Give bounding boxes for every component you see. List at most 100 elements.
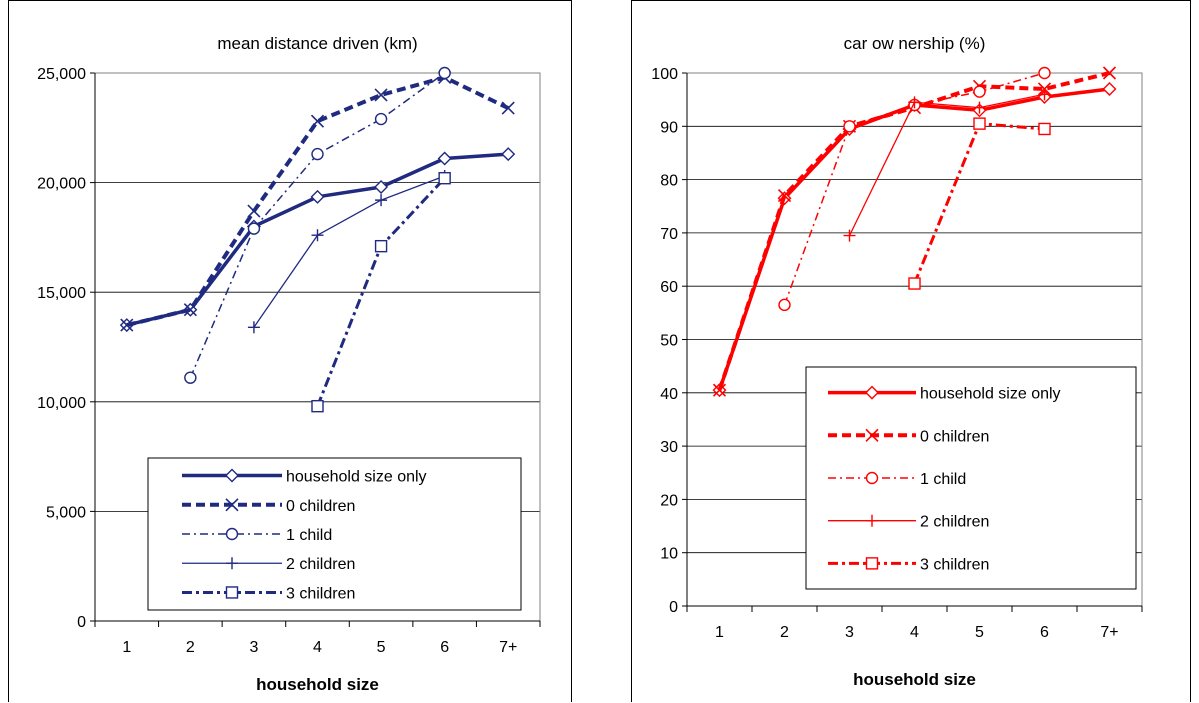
distance-point-0-children [183, 303, 197, 317]
distance-point-1-child [438, 66, 451, 80]
distance-series-1-child [184, 66, 451, 384]
ownership-legend-swatch-marker [865, 471, 879, 485]
ownership-y-tick-label: 60 [660, 279, 678, 296]
ownership-legend-label-2-children: 2 children [920, 514, 989, 531]
distance-legend-label-household-size-only: household size only [286, 469, 427, 486]
ownership-point-3-children [908, 277, 921, 290]
distance-legend-swatch-marker [225, 586, 239, 599]
ownership-x-tick-label: 1 [715, 624, 724, 641]
distance-point-3-children [438, 172, 451, 185]
ownership-point-3-children [973, 117, 986, 130]
ownership-y-tick-label: 50 [660, 333, 678, 350]
ownership-point-household-size-only [1102, 82, 1117, 96]
ownership-y-tick-label: 0 [669, 599, 678, 616]
distance-x-tick-label: 4 [313, 639, 322, 656]
distance-series-2-children [247, 170, 451, 334]
ownership-series-household-size-only [712, 82, 1117, 398]
ownership-point-3-children [1038, 122, 1051, 136]
distance-x-tick-label: 3 [249, 639, 258, 656]
distance-point-2-children [311, 229, 324, 242]
ownership-y-tick-label: 80 [660, 173, 678, 190]
ownership-chart-title: car ow nership (%) [844, 34, 986, 53]
distance-x-tick-label: 5 [377, 639, 386, 656]
ownership-y-tick-label: 90 [660, 119, 678, 136]
ownership-point-0-children [1102, 66, 1117, 80]
ownership-series-line-0-children [717, 71, 1110, 391]
ownership-series-2-children [843, 88, 1051, 242]
distance-x-tick-label: 1 [122, 639, 131, 656]
distance-y-tick-label: 15,000 [37, 285, 86, 302]
ownership-x-axis-label: household size [853, 670, 976, 689]
distance-series-line-2-children [253, 175, 445, 328]
distance-point-1-child [374, 112, 388, 126]
distance-chart-title: mean distance driven (km) [217, 34, 417, 53]
ownership-y-tick-label: 40 [660, 386, 678, 403]
ownership-point-2-children [973, 101, 986, 114]
ownership-x-tick-label: 2 [780, 624, 789, 641]
distance-point-household-size-only [437, 151, 452, 166]
distance-point-1-child [184, 371, 197, 384]
ownership-point-2-children [843, 229, 856, 242]
distance-point-0-children [310, 114, 325, 128]
distance-legend-label-2-children: 2 children [286, 556, 355, 573]
distance-y-tick-label: 5,000 [46, 504, 86, 521]
ownership-series-line-3-children [913, 122, 1045, 285]
ownership-point-1-child [1038, 66, 1051, 80]
ownership-legend-label-household-size-only: household size only [920, 386, 1061, 403]
ownership-x-tick-label: 6 [1040, 624, 1049, 641]
distance-chart-svg: mean distance driven (km) 0 5,000 10,000 15,… [37, 34, 541, 694]
distance-series-3-children [311, 172, 451, 413]
ownership-legend-label-3-children: 3 children [920, 556, 989, 573]
ownership-legend-swatch-marker [865, 385, 879, 400]
ownership-legend: household size only 0 children 1 child 2 ch… [805, 366, 1137, 590]
distance-series-line-1-child [189, 72, 446, 378]
chart-panel-distance: mean distance driven (km) 0 5,000 10,000 15,… [8, 0, 572, 702]
distance-legend-swatch-marker [225, 498, 239, 512]
ownership-legend-swatch-marker [865, 428, 879, 442]
distance-y-tick-label: 20,000 [37, 176, 86, 193]
ownership-point-1-child [973, 85, 986, 98]
distance-y-tick-label: 25,000 [37, 66, 86, 83]
ownership-point-2-children [908, 96, 921, 109]
ownership-y-tick-label: 20 [660, 492, 678, 509]
distance-point-1-child [311, 147, 324, 161]
ownership-point-1-child [778, 298, 791, 312]
distance-x-tick-label: 6 [440, 639, 449, 656]
distance-point-0-children [247, 204, 261, 218]
distance-point-0-children [120, 318, 134, 332]
ownership-legend-swatch-marker [866, 514, 878, 527]
distance-point-household-size-only [310, 189, 325, 204]
ownership-legend-swatch-marker [865, 557, 879, 570]
distance-y-tick-label: 10,000 [37, 395, 86, 412]
ownership-y-tick-label: 100 [651, 66, 678, 83]
ownership-y-tick-label: 10 [660, 546, 678, 563]
chart-panel-ownership: car ow nership (%) 0 10 20 30 40 50 60 70 80 90 100… [631, 0, 1191, 702]
ownership-y-tick-label: 30 [660, 439, 678, 456]
ownership-series-line-2-children [848, 93, 1045, 236]
distance-point-household-size-only [501, 147, 516, 162]
distance-x-axis-label: household size [256, 675, 379, 694]
distance-legend-swatch-marker [225, 468, 239, 483]
ownership-series-3-children [908, 117, 1051, 290]
ownership-legend-label-0-children: 0 children [920, 428, 989, 445]
distance-point-2-children [247, 321, 260, 334]
distance-y-tick-label: 0 [77, 614, 86, 631]
ownership-series-line-household-size-only [717, 87, 1110, 391]
ownership-x-tick-label: 5 [975, 624, 984, 641]
ownership-legend-label-1-child: 1 child [920, 471, 966, 488]
ownership-legend-box [805, 366, 1137, 590]
distance-legend-swatch-marker [225, 527, 239, 541]
distance-legend-label-3-children: 3 children [286, 585, 355, 602]
distance-point-3-children [374, 239, 388, 253]
distance-point-household-size-only [374, 179, 389, 194]
distance-point-2-children [375, 194, 388, 207]
ownership-x-tick-label: 4 [910, 624, 919, 641]
distance-point-3-children [311, 399, 324, 413]
distance-legend-label-0-children: 0 children [286, 498, 355, 515]
ownership-x-tick-label: 3 [845, 624, 854, 641]
distance-legend-box [147, 457, 522, 611]
ownership-point-0-children [712, 383, 727, 397]
ownership-y-tick-label: 70 [660, 226, 678, 243]
ownership-point-0-children [777, 189, 792, 203]
ownership-chart-svg: car ow nership (%) 0 10 20 30 40 50 60 70 80 90 100… [651, 34, 1143, 689]
